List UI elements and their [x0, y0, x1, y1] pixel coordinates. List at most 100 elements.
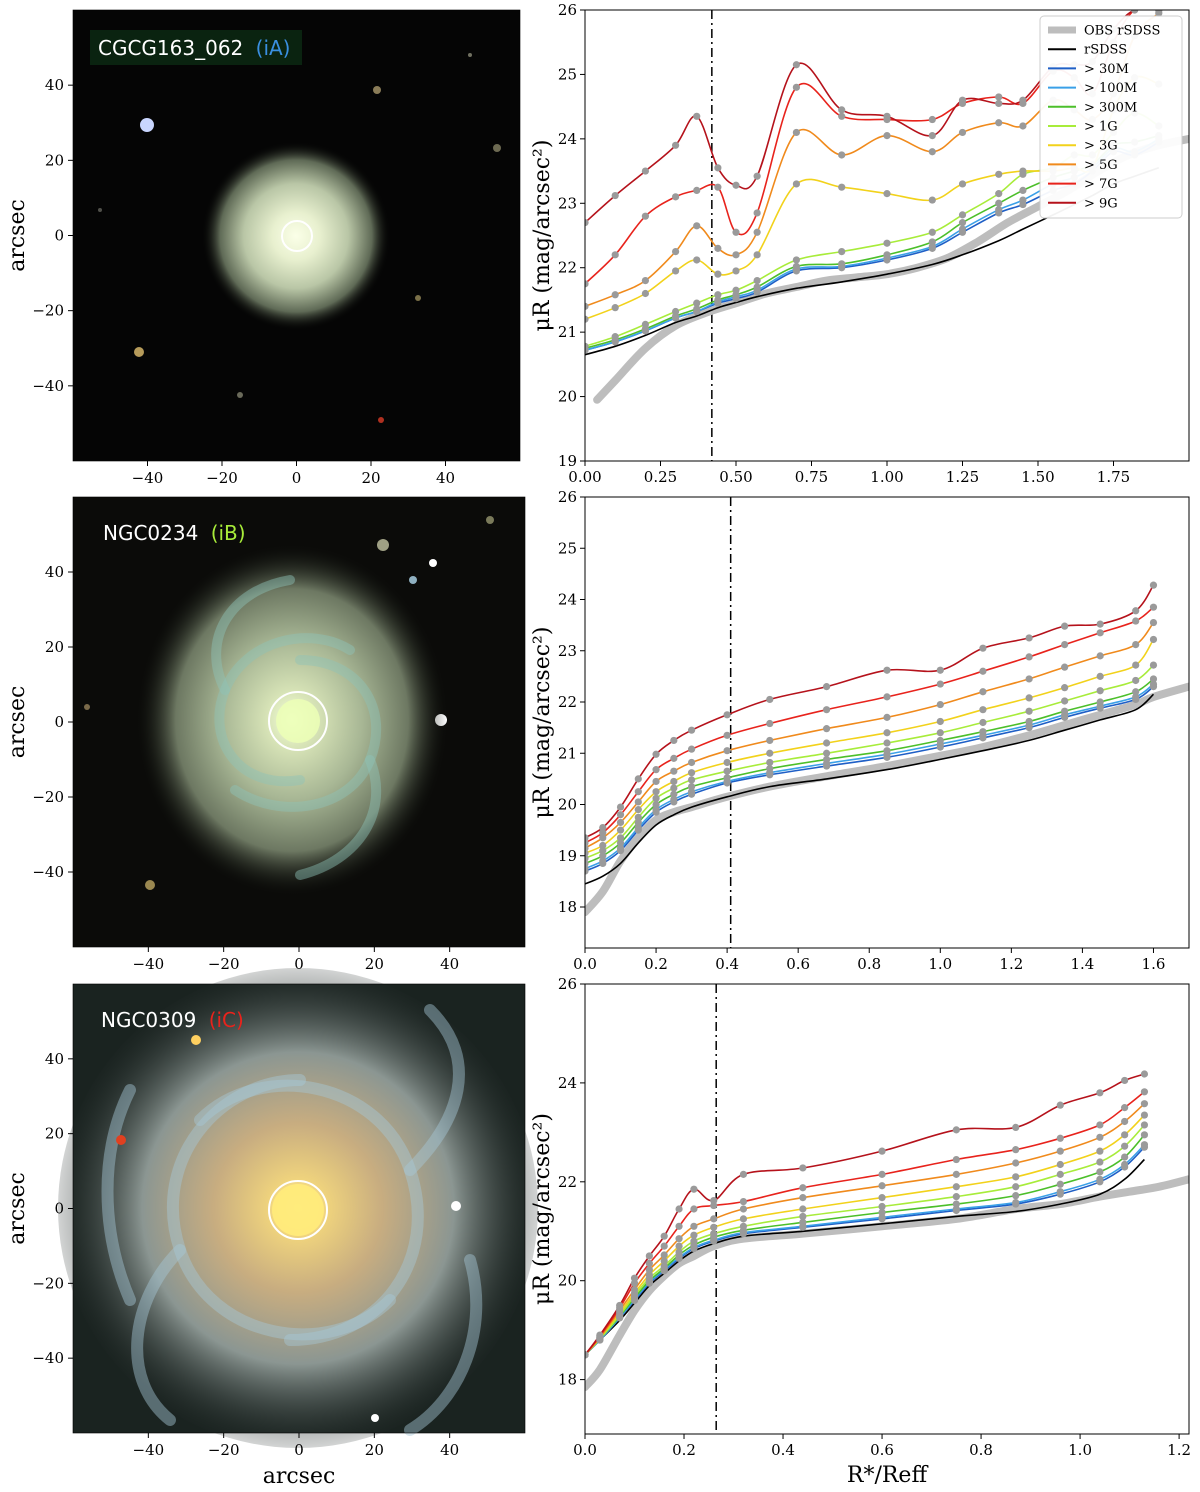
y-tick-label: 19	[558, 452, 577, 470]
data-point	[878, 1213, 886, 1222]
data-point	[792, 262, 801, 271]
image-stars	[98, 53, 501, 423]
data-point	[1012, 1173, 1020, 1181]
data-point	[652, 777, 660, 786]
data-point	[823, 755, 831, 764]
data-point	[660, 1232, 668, 1240]
data-point	[928, 196, 936, 204]
data-point	[611, 251, 619, 259]
data-point	[641, 277, 650, 285]
y-tick-label: 20	[558, 388, 577, 406]
data-point	[823, 683, 831, 691]
data-point	[690, 1185, 698, 1193]
x-tick-label: 1.25	[946, 468, 979, 486]
data-point	[723, 758, 731, 767]
x-tick-label: 0	[294, 955, 304, 973]
data-point	[739, 1170, 748, 1178]
data-point	[672, 267, 680, 275]
data-point	[1096, 1147, 1104, 1155]
data-point	[675, 1248, 683, 1256]
data-point	[1061, 663, 1069, 671]
y-tick-label: −40	[32, 377, 64, 395]
data-point	[979, 667, 987, 675]
galaxy-image-panel-2: NGC0234 (iB)	[73, 497, 525, 947]
series-line-rSDSS	[585, 693, 1155, 885]
data-point	[878, 1147, 886, 1155]
data-point	[675, 1205, 683, 1213]
profile-plot-2: 0.0 0.2 0.4 0.6 0.8 1.0 1.2 1.4 1.6 18 19 20 21 22 23 2…	[530, 488, 1190, 973]
data-point	[1019, 186, 1027, 194]
data-point	[799, 1194, 807, 1202]
data-point	[936, 700, 944, 709]
y-tick-label: 23	[558, 194, 577, 212]
data-point	[878, 1202, 886, 1211]
data-point	[1096, 1089, 1104, 1097]
data-point	[928, 148, 936, 156]
x-tick-label: −20	[208, 1441, 240, 1459]
data-point	[672, 193, 680, 201]
data-point	[1132, 617, 1140, 625]
data-point	[1056, 1160, 1064, 1169]
y-tick-label: −40	[32, 863, 64, 881]
data-point	[753, 228, 761, 236]
data-point	[1132, 693, 1140, 701]
data-point	[585, 834, 589, 842]
data-point	[660, 1257, 668, 1265]
data-point	[995, 206, 1003, 214]
galaxy-core	[272, 1184, 324, 1236]
data-point	[710, 1196, 718, 1205]
data-point	[1096, 687, 1104, 695]
data-point	[596, 1331, 604, 1339]
x-tick-label: 0.2	[644, 955, 668, 973]
y-tick-label: 24	[558, 1074, 577, 1092]
y-tick-label: −20	[32, 1274, 64, 1292]
star	[116, 1135, 126, 1145]
data-point	[670, 784, 678, 792]
data-point	[723, 731, 731, 739]
data-point	[1056, 1101, 1064, 1109]
data-point	[739, 1197, 748, 1206]
data-point	[878, 1208, 886, 1217]
data-point	[645, 1266, 653, 1274]
data-point	[634, 818, 642, 827]
galaxy-body	[201, 141, 391, 331]
data-point	[995, 170, 1003, 178]
x-tick-label: 1.2	[1167, 1441, 1191, 1459]
data-point	[1025, 675, 1033, 683]
x-tick-label: 0.0	[573, 1441, 597, 1459]
data-point	[1096, 652, 1104, 660]
y-tick-label: 22	[558, 1173, 577, 1191]
galaxy-name: NGC0234	[103, 521, 198, 545]
y-tick-label: 23	[558, 642, 577, 660]
data-point	[616, 844, 625, 852]
data-point	[952, 1170, 960, 1178]
data-point	[585, 302, 589, 310]
y-tick-label: −20	[32, 788, 64, 806]
star	[409, 576, 417, 584]
data-point	[883, 747, 891, 755]
plot-frame	[584, 496, 1190, 949]
y-tick-label: 26	[558, 488, 577, 506]
data-point	[1140, 1121, 1149, 1129]
data-point	[883, 729, 891, 737]
x-axis-label: R*/Reff	[847, 1463, 929, 1488]
data-point	[1019, 122, 1027, 130]
image-axes: −40 −40 −20 −20 0 0 20 20 40 40 arcsec −40 −40 −20 −20…	[5, 9, 526, 1489]
data-point	[958, 128, 967, 137]
data-point	[599, 834, 607, 842]
data-point	[732, 181, 740, 189]
data-point	[641, 320, 650, 329]
y-tick-label: 20	[45, 638, 64, 656]
x-tick-label: 0.00	[568, 468, 601, 486]
data-point	[675, 1235, 683, 1243]
data-point	[641, 212, 650, 220]
data-point	[660, 1242, 668, 1250]
data-point	[766, 736, 774, 745]
data-point	[952, 1200, 960, 1208]
data-point	[1025, 634, 1033, 642]
data-point	[1061, 622, 1069, 630]
y-axis-label: μR (mag/arcsec²)	[530, 140, 555, 332]
x-tick-label: 20	[365, 1441, 384, 1459]
data-point	[883, 239, 891, 247]
data-point	[1096, 620, 1104, 628]
